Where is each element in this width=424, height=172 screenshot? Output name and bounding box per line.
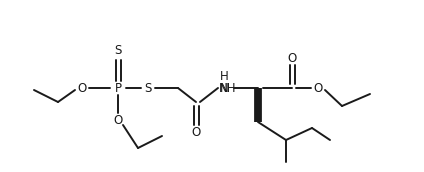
Text: NH: NH	[219, 82, 237, 94]
Text: H: H	[220, 69, 229, 83]
Text: N: N	[220, 82, 229, 94]
Text: P: P	[114, 82, 122, 94]
Text: O: O	[287, 51, 297, 64]
Text: O: O	[191, 126, 201, 138]
Text: S: S	[114, 44, 122, 56]
Text: S: S	[144, 82, 152, 94]
Text: O: O	[113, 114, 123, 126]
Text: O: O	[77, 82, 86, 94]
Text: O: O	[313, 82, 323, 94]
